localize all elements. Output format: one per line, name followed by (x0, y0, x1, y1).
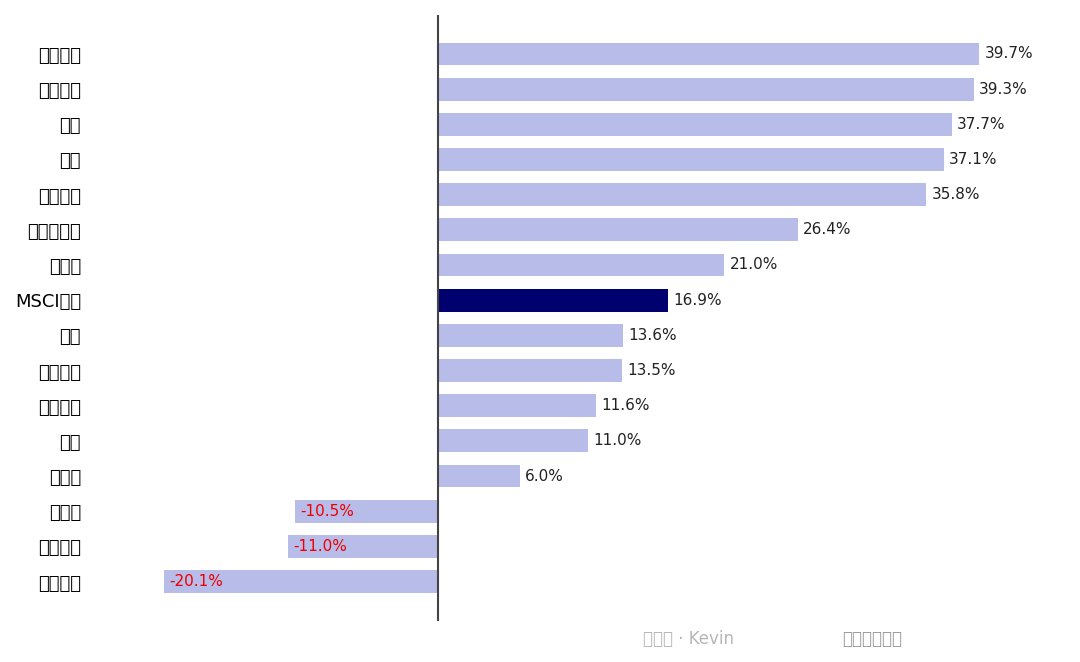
Bar (437, 218, 798, 241)
Bar (437, 289, 669, 312)
Bar (288, 535, 437, 558)
Text: 37.7%: 37.7% (957, 117, 1005, 132)
Bar (437, 148, 944, 171)
Text: 年初至今表现: 年初至今表现 (842, 630, 903, 648)
Text: -10.5%: -10.5% (300, 504, 354, 519)
Bar (164, 570, 437, 593)
Bar (437, 465, 519, 487)
Bar (437, 395, 596, 417)
Text: 11.0%: 11.0% (593, 434, 642, 448)
Bar (437, 183, 926, 206)
Text: -20.1%: -20.1% (170, 574, 224, 589)
Bar (437, 359, 622, 382)
Text: 39.3%: 39.3% (980, 81, 1028, 97)
Text: 26.4%: 26.4% (804, 222, 852, 237)
Text: 39.7%: 39.7% (985, 46, 1034, 62)
Text: 13.6%: 13.6% (629, 328, 677, 343)
Bar (437, 324, 623, 347)
Text: 13.5%: 13.5% (627, 363, 676, 378)
Text: 35.8%: 35.8% (931, 187, 980, 202)
Text: -11.0%: -11.0% (294, 539, 348, 554)
Bar (437, 430, 588, 452)
Text: 公众号 · Kevin: 公众号 · Kevin (643, 630, 733, 648)
Text: 16.9%: 16.9% (674, 293, 723, 308)
Bar (437, 42, 980, 66)
Text: 21.0%: 21.0% (730, 258, 778, 273)
Bar (437, 254, 725, 277)
Bar (295, 500, 437, 522)
Bar (437, 77, 974, 101)
Bar (437, 113, 951, 136)
Text: 6.0%: 6.0% (525, 469, 564, 483)
Text: 11.6%: 11.6% (602, 399, 650, 413)
Text: 37.1%: 37.1% (949, 152, 998, 167)
